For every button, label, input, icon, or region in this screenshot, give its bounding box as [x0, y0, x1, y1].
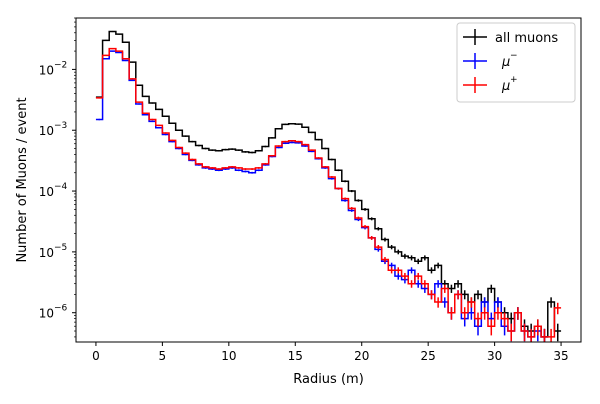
legend-label-superscript: − — [510, 51, 518, 61]
x-tick-label: 0 — [92, 349, 100, 363]
x-tick-label: 25 — [421, 349, 436, 363]
legend-entry-2: μ + — [463, 75, 518, 94]
y-tick-label-exponent: −5 — [54, 243, 67, 253]
x-tick-label: 15 — [288, 349, 303, 363]
legend-label: μ — [501, 55, 510, 70]
x-tick-label: 20 — [354, 349, 369, 363]
y-tick-label: 10 −3 — [39, 121, 68, 138]
y-tick-label: 10 −6 — [39, 304, 68, 321]
y-axis-label: Number of Muons / event — [15, 97, 30, 262]
x-tick-label: 35 — [553, 349, 568, 363]
y-tick-label: 10 −2 — [39, 60, 68, 77]
series-2 — [95, 47, 562, 342]
x-axis-label: Radius (m) — [293, 372, 364, 387]
y-tick-label-base: 10 — [39, 246, 54, 260]
y-tick-label-exponent: −4 — [54, 182, 68, 192]
y-tick-label-exponent: −6 — [54, 304, 68, 314]
series-layer — [95, 30, 562, 342]
x-axis: 0 5 10 15 20 25 30 35 — [92, 342, 569, 363]
x-tick-label: 30 — [487, 349, 502, 363]
x-tick-label: 10 — [221, 349, 236, 363]
legend-frame — [456, 22, 576, 103]
y-tick-label-base: 10 — [39, 63, 54, 77]
x-tick-label: 5 — [159, 349, 167, 363]
legend-entry-0: all muons — [463, 29, 558, 46]
y-tick-label-base: 10 — [39, 185, 54, 199]
legend-label: all muons — [495, 31, 558, 46]
legend-entry-1: μ − — [463, 51, 518, 70]
legend-label-superscript: + — [510, 75, 518, 85]
series-0-step-line — [95, 30, 562, 338]
y-tick-label: 10 −5 — [39, 243, 68, 260]
series-2-step-line — [95, 47, 562, 338]
y-tick-label-base: 10 — [39, 307, 54, 321]
y-tick-label-exponent: −3 — [54, 121, 67, 131]
y-tick-label-exponent: −2 — [54, 60, 67, 70]
legend-label: μ — [501, 79, 510, 94]
plot-area-frame — [75, 17, 582, 343]
y-tick-label-base: 10 — [39, 124, 54, 138]
y-axis: 10−610−510−410−310−2 — [39, 17, 76, 338]
y-tick-label: 10 −4 — [39, 182, 68, 199]
